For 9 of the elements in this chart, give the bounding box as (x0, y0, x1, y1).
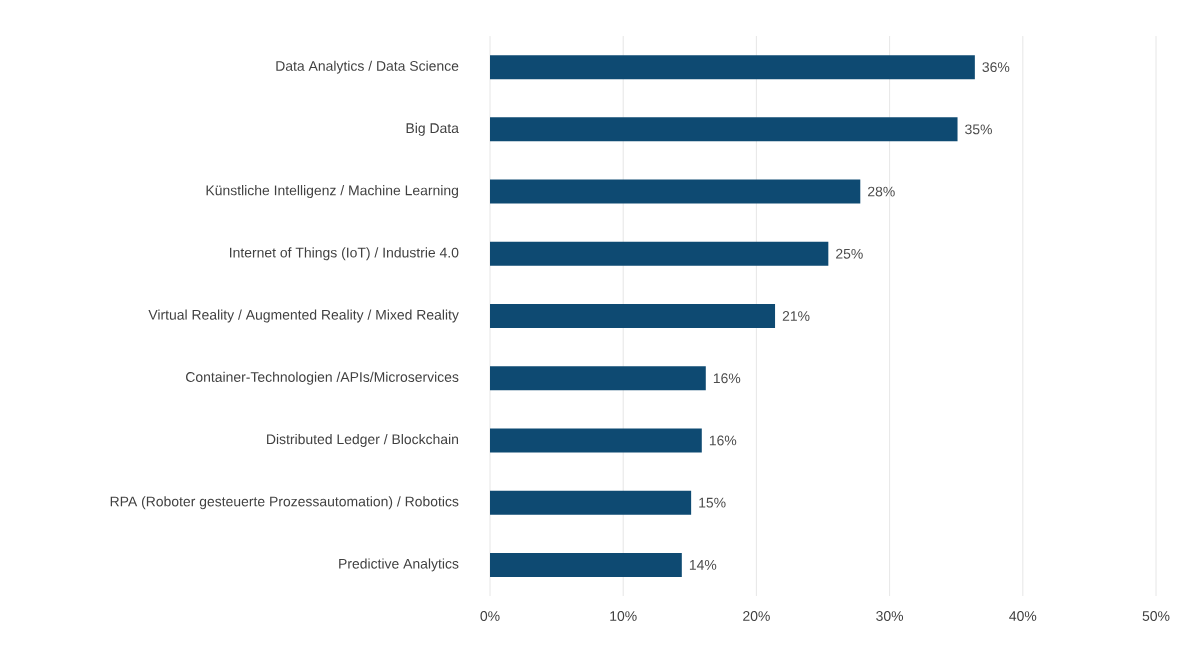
bar (490, 366, 706, 391)
bar (490, 179, 861, 204)
bar (490, 304, 776, 329)
bar (490, 552, 682, 577)
bar (490, 55, 975, 80)
bar (490, 490, 692, 515)
bar (490, 241, 829, 266)
bar (490, 117, 958, 142)
bar (490, 428, 702, 453)
